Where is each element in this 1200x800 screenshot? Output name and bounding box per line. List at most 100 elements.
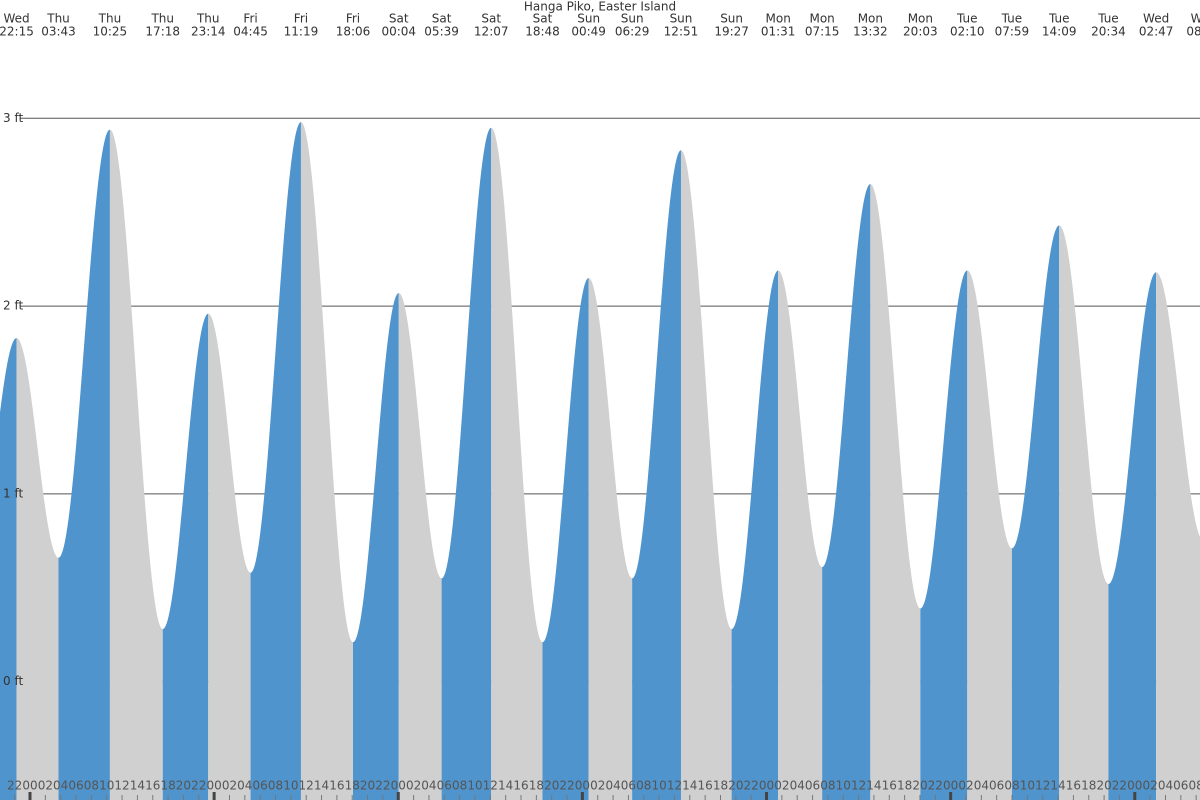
- rising-area: [632, 150, 681, 800]
- x-tick-label: 08: [452, 779, 467, 793]
- y-tick-label: 0 ft: [3, 674, 23, 688]
- extreme-day: Wed: [1191, 12, 1200, 26]
- y-tick-label: 1 ft: [3, 486, 23, 500]
- extreme-day: Sun: [621, 12, 644, 26]
- x-tick-label: 04: [53, 779, 68, 793]
- extreme-day: Thu: [98, 12, 122, 26]
- extreme-time: 00:04: [381, 25, 416, 39]
- x-tick-label: 10: [283, 779, 298, 793]
- rising-area: [1108, 272, 1157, 800]
- falling-area: [680, 150, 732, 800]
- falling-area: [398, 292, 442, 800]
- x-tick-label: 08: [820, 779, 835, 793]
- extreme-time: 08:59: [1186, 25, 1200, 39]
- falling-area: [1059, 225, 1109, 800]
- extreme-time: 20:34: [1091, 25, 1126, 39]
- x-tick-label: 16: [145, 779, 160, 793]
- y-tick-label: 3 ft: [3, 111, 23, 125]
- x-tick-label: 08: [1004, 779, 1019, 793]
- x-tick-label: 00: [391, 779, 406, 793]
- extreme-time: 14:09: [1042, 25, 1077, 39]
- x-tick-label: 22: [559, 779, 574, 793]
- extreme-time: 19:27: [714, 25, 749, 39]
- falling-area: [588, 277, 633, 800]
- extreme-day: Fri: [346, 12, 360, 26]
- x-tick-label: 18: [1081, 779, 1096, 793]
- falling-area: [870, 184, 921, 800]
- labels: 0 ft1 ft2 ft3 ftWed22:15Thu03:43Thu10:25…: [0, 12, 1200, 800]
- x-tick-label: 20: [176, 779, 191, 793]
- rising-area: [920, 270, 968, 800]
- x-tick-label: 12: [483, 779, 498, 793]
- x-tick-label: 14: [130, 779, 145, 793]
- extreme-time: 22:15: [0, 25, 34, 39]
- extreme-time: 04:45: [233, 25, 268, 39]
- falling-area: [300, 122, 353, 800]
- falling-area: [109, 129, 163, 800]
- x-tick-label: 18: [897, 779, 912, 793]
- extreme-time: 01:31: [761, 25, 796, 39]
- x-tick-label: 22: [928, 779, 943, 793]
- extreme-time: 02:10: [950, 25, 985, 39]
- extreme-day: Mon: [766, 12, 791, 26]
- extreme-day: Sun: [670, 12, 693, 26]
- x-tick-label: 04: [974, 779, 989, 793]
- x-tick-label: 04: [1158, 779, 1173, 793]
- extreme-time: 06:29: [615, 25, 650, 39]
- x-tick-label: 12: [667, 779, 682, 793]
- x-tick-label: 10: [99, 779, 114, 793]
- rising-area: [441, 127, 492, 800]
- extreme-day: Tue: [1097, 12, 1119, 26]
- x-tick-label: 12: [299, 779, 314, 793]
- extreme-day: Sat: [533, 12, 553, 26]
- falling-area: [491, 127, 543, 800]
- x-tick-label: 10: [651, 779, 666, 793]
- y-tick-label: 2 ft: [3, 299, 23, 313]
- extreme-day: Tue: [956, 12, 978, 26]
- x-tick-label: 20: [544, 779, 559, 793]
- x-tick-label: 14: [866, 779, 881, 793]
- x-tick-label: 02: [1142, 779, 1157, 793]
- x-tick-label: 14: [682, 779, 697, 793]
- extreme-time: 18:06: [336, 25, 371, 39]
- falling-area: [1156, 272, 1200, 800]
- x-tick-label: 08: [1189, 779, 1200, 793]
- x-tick-label: 20: [912, 779, 927, 793]
- x-tick-label: 08: [268, 779, 283, 793]
- x-tick-label: 06: [253, 779, 268, 793]
- extreme-day: Thu: [46, 12, 70, 26]
- x-tick-label: 10: [467, 779, 482, 793]
- tide-areas: [0, 122, 1200, 800]
- rising-area: [731, 270, 779, 800]
- x-tick-label: 00: [22, 779, 37, 793]
- x-tick-label: 02: [958, 779, 973, 793]
- x-tick-label: 02: [590, 779, 605, 793]
- extreme-time: 11:19: [284, 25, 319, 39]
- extreme-time: 03:43: [41, 25, 76, 39]
- extreme-day: Sat: [481, 12, 501, 26]
- extreme-time: 05:39: [424, 25, 459, 39]
- extreme-time: 02:47: [1139, 25, 1174, 39]
- extreme-time: 00:49: [571, 25, 606, 39]
- extreme-day: Fri: [294, 12, 308, 26]
- x-tick-label: 14: [1050, 779, 1065, 793]
- rising-area: [353, 292, 399, 800]
- x-tick-label: 12: [851, 779, 866, 793]
- x-tick-label: 06: [437, 779, 452, 793]
- x-tick-label: 04: [605, 779, 620, 793]
- x-tick-label: 22: [191, 779, 206, 793]
- x-tick-label: 06: [989, 779, 1004, 793]
- x-tick-label: 20: [360, 779, 375, 793]
- extreme-time: 07:15: [805, 25, 840, 39]
- extreme-day: Mon: [858, 12, 883, 26]
- x-tick-label: 00: [943, 779, 958, 793]
- x-tick-label: 16: [329, 779, 344, 793]
- x-tick-label: 10: [1020, 779, 1035, 793]
- extreme-time: 17:18: [145, 25, 180, 39]
- x-tick-label: 00: [575, 779, 590, 793]
- extreme-day: Thu: [196, 12, 220, 26]
- x-tick-label: 04: [421, 779, 436, 793]
- rising-area: [542, 277, 589, 800]
- extreme-time: 20:03: [903, 25, 938, 39]
